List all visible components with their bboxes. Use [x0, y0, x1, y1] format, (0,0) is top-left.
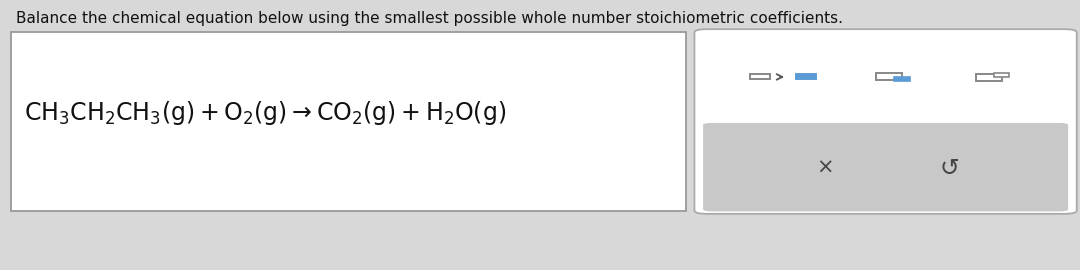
Bar	[876, 73, 902, 80]
Bar	[796, 75, 816, 79]
Bar	[894, 77, 909, 81]
FancyBboxPatch shape	[694, 29, 1077, 214]
Text: $\mathregular{CH_3CH_2CH_3(g) + O_2(g) \rightarrow CO_2(g) + H_2O(g)}$: $\mathregular{CH_3CH_2CH_3(g) + O_2(g) \…	[24, 99, 507, 127]
Text: ↺: ↺	[940, 156, 960, 180]
Bar	[11, 32, 686, 211]
Bar	[994, 73, 1010, 77]
FancyBboxPatch shape	[703, 123, 1068, 211]
Text: Balance the chemical equation below using the smallest possible whole number sto: Balance the chemical equation below usin…	[16, 11, 843, 26]
Bar	[750, 75, 770, 79]
Bar	[975, 74, 1002, 81]
Text: ×: ×	[816, 158, 834, 178]
